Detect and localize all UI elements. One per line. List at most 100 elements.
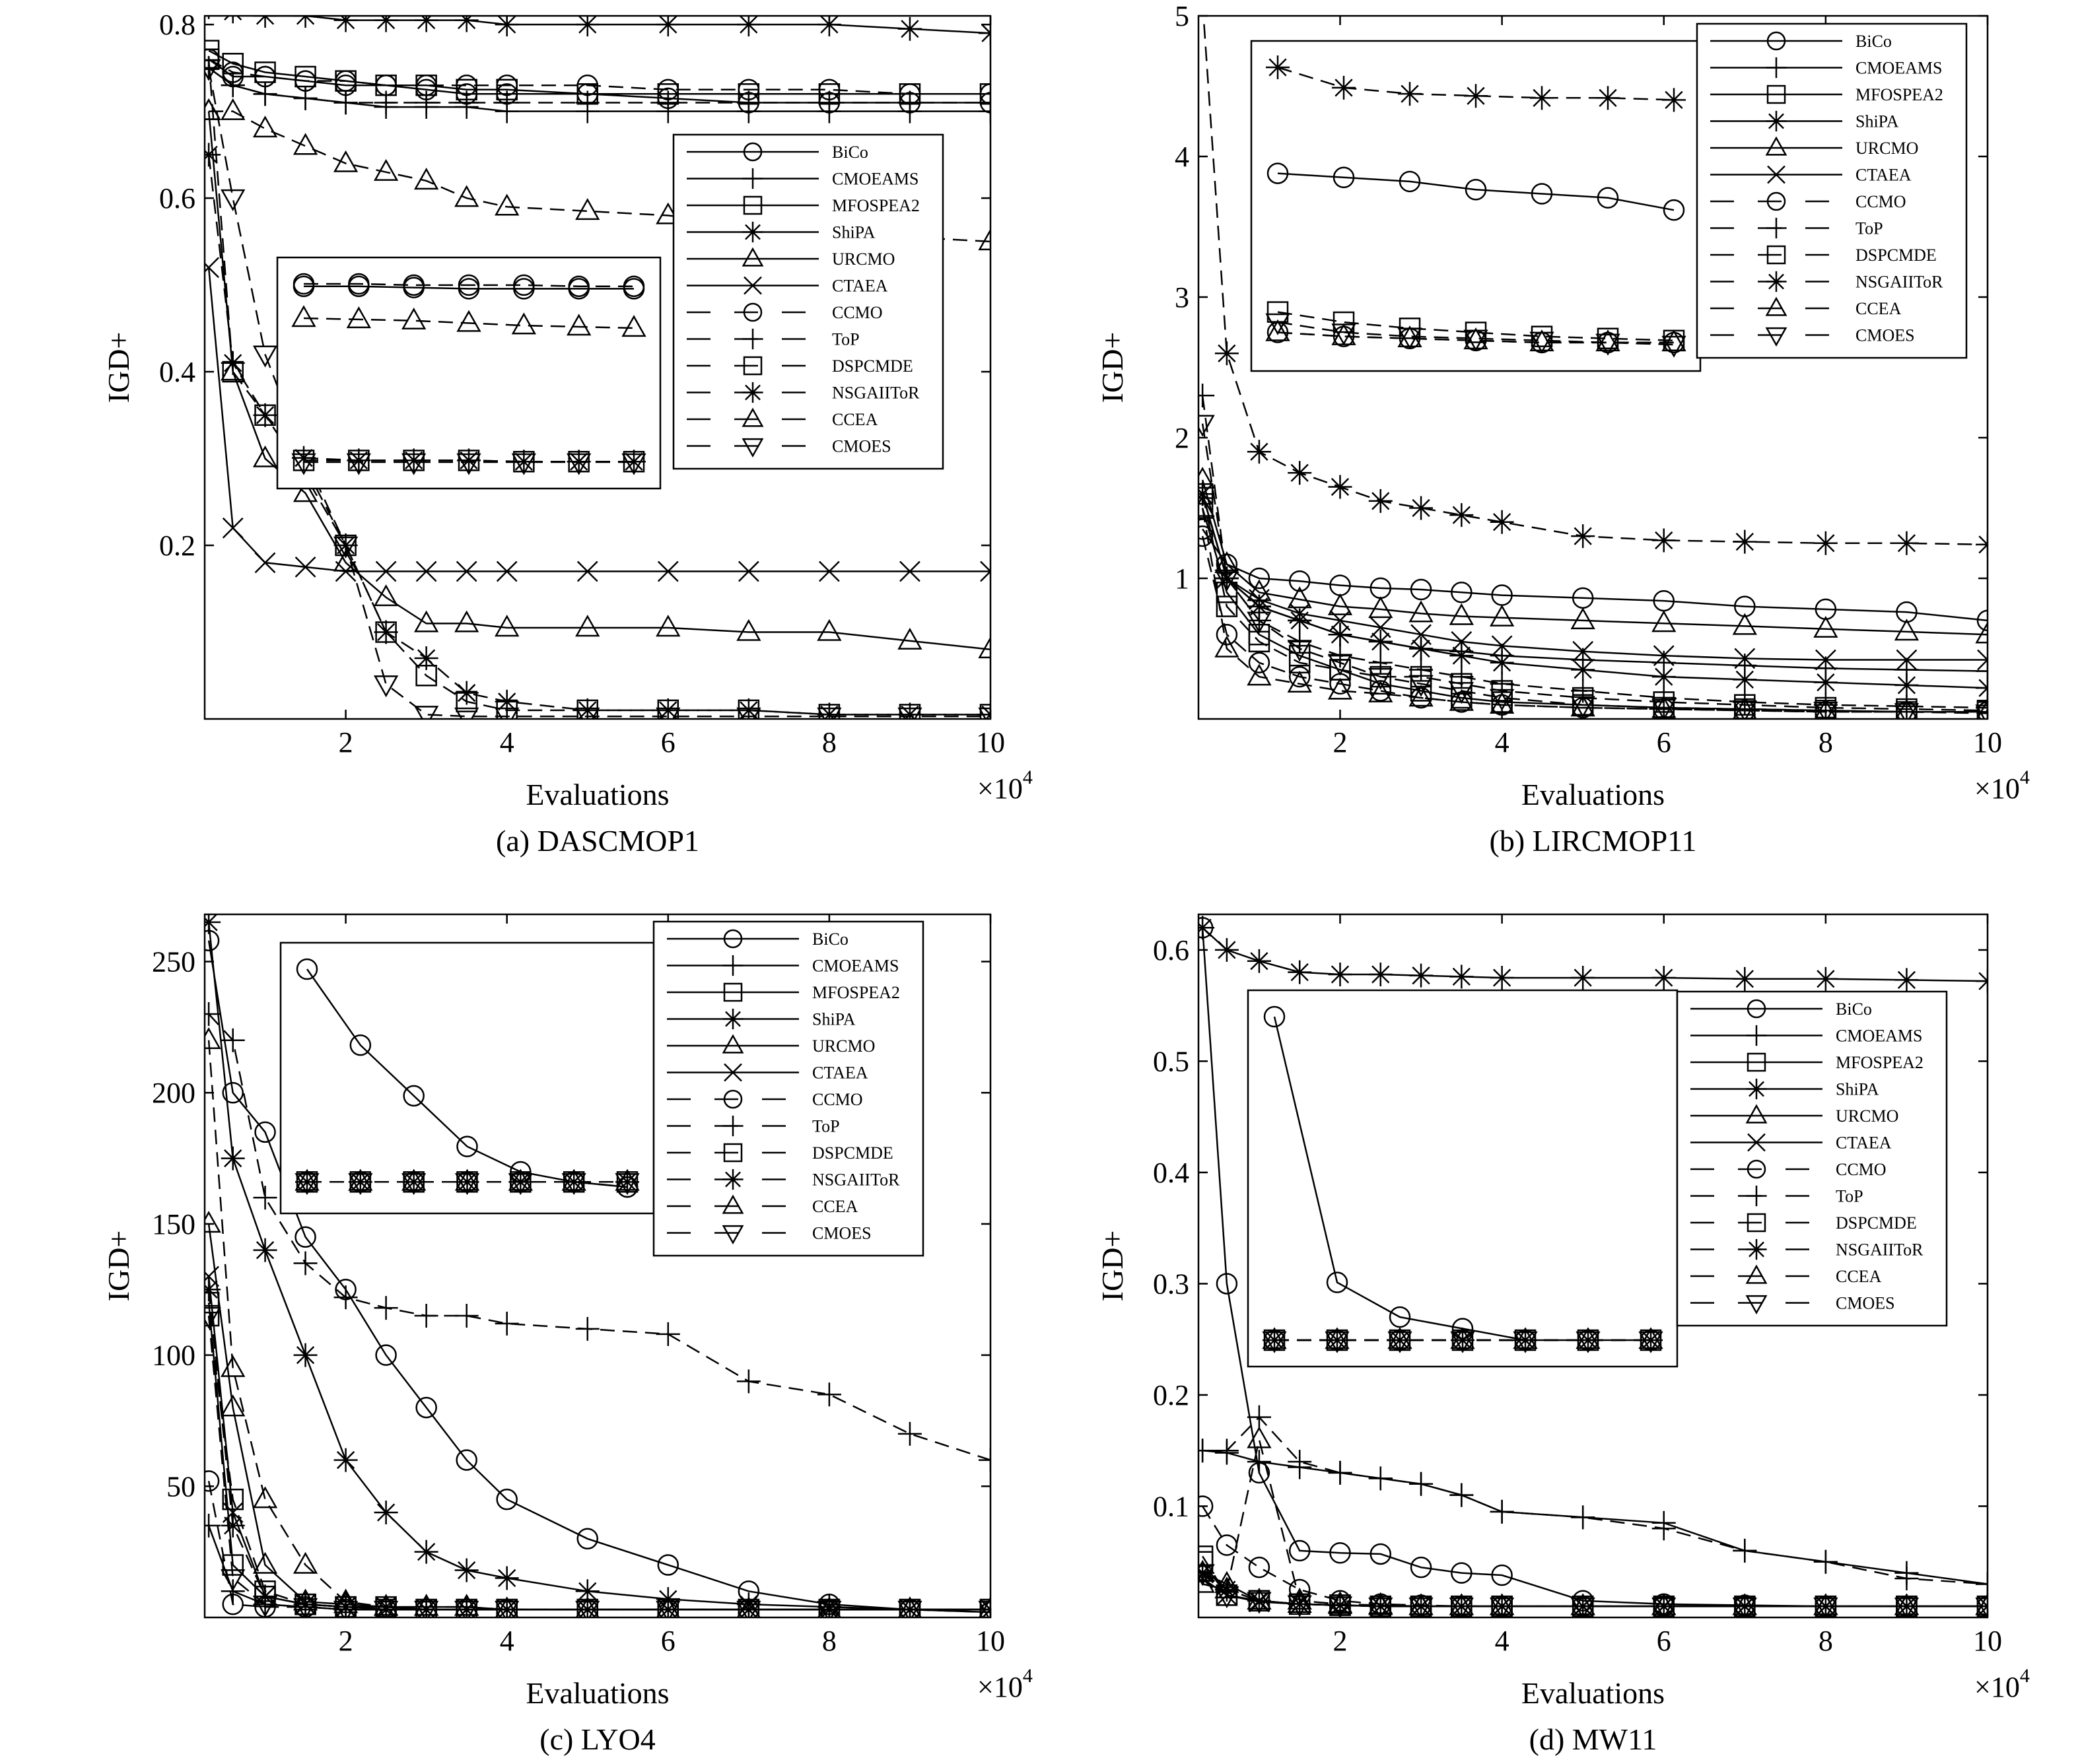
data-point bbox=[454, 90, 479, 115]
data-point bbox=[1408, 1593, 1434, 1615]
legend-label: NSGAIIToR bbox=[1836, 1240, 1924, 1260]
data-point bbox=[1368, 963, 1393, 986]
data-point bbox=[1288, 461, 1312, 485]
legend-marker bbox=[742, 168, 763, 189]
data-point bbox=[1976, 698, 1988, 719]
legend-marker bbox=[723, 1143, 743, 1163]
legend-label: DSPCMDE bbox=[1836, 1213, 1917, 1233]
legend-marker bbox=[723, 929, 743, 949]
data-point bbox=[1733, 690, 1757, 714]
data-point bbox=[1451, 1562, 1473, 1584]
data-point bbox=[205, 257, 219, 279]
legend-label: CCMO bbox=[1836, 1160, 1887, 1179]
data-point bbox=[1449, 1483, 1474, 1507]
data-point bbox=[1198, 415, 1215, 437]
data-point bbox=[1489, 689, 1515, 711]
legend-marker bbox=[1746, 1078, 1767, 1100]
data-point bbox=[1570, 1597, 1595, 1617]
data-point bbox=[375, 560, 397, 582]
data-point bbox=[736, 1600, 761, 1617]
inset-point bbox=[1595, 329, 1620, 352]
data-point bbox=[1813, 701, 1838, 719]
data-point bbox=[374, 1501, 398, 1525]
data-point bbox=[293, 1551, 318, 1574]
legend-marker bbox=[1766, 31, 1786, 51]
inset-point bbox=[1331, 323, 1356, 346]
data-point bbox=[1490, 510, 1514, 534]
panel-d: 2 4 6 8 10 0.1 0.2 0.3 0.4 0.5 0.6 ×104 Evaluations I… bbox=[1095, 913, 2030, 1756]
data-point bbox=[1449, 603, 1474, 625]
data-point bbox=[1328, 475, 1352, 499]
data-point bbox=[1247, 663, 1272, 686]
legend-marker bbox=[1765, 136, 1787, 156]
y-tick-label: 3 bbox=[1175, 281, 1189, 314]
series-line-mfospea2 bbox=[1201, 508, 1988, 713]
data-point bbox=[1733, 1538, 1757, 1563]
legend-label: DSPCMDE bbox=[1855, 246, 1937, 265]
data-point bbox=[1651, 1597, 1677, 1617]
data-point bbox=[1198, 1439, 1215, 1463]
inset-point bbox=[1662, 88, 1686, 112]
data-point bbox=[414, 90, 438, 115]
legend-label: CTAEA bbox=[812, 1064, 868, 1083]
series-group bbox=[1198, 16, 1988, 719]
data-point bbox=[978, 636, 990, 659]
x-exponent: 4 bbox=[2020, 1665, 2030, 1687]
legend-label: CMOEAMS bbox=[1836, 1027, 1922, 1046]
inset-point bbox=[1463, 329, 1488, 352]
data-point bbox=[1368, 1592, 1393, 1614]
data-point bbox=[1409, 658, 1434, 682]
inset-point bbox=[622, 450, 646, 474]
panel-a: 2 4 6 8 10 0.2 0.4 0.6 0.8 ×104 Evaluations IGD+ (a)… bbox=[102, 9, 1033, 858]
data-point bbox=[1975, 1593, 1988, 1615]
data-point bbox=[1732, 1597, 1757, 1617]
inset-point bbox=[348, 273, 370, 295]
inset-line bbox=[304, 283, 634, 287]
data-point bbox=[575, 198, 600, 220]
inset-point bbox=[1465, 179, 1487, 201]
inset-point bbox=[346, 306, 371, 329]
series-line-nsgaiitor bbox=[207, 1289, 990, 1611]
data-point bbox=[897, 702, 922, 719]
legend-marker bbox=[1766, 271, 1787, 292]
data-point bbox=[1198, 1495, 1214, 1517]
data-point bbox=[1214, 569, 1239, 592]
inset-point bbox=[1531, 183, 1553, 205]
data-point bbox=[1813, 1597, 1838, 1617]
data-point bbox=[253, 403, 277, 427]
legend-label: CCEA bbox=[812, 1197, 858, 1216]
data-point bbox=[1289, 603, 1311, 625]
data-point bbox=[373, 1600, 399, 1617]
axes-box bbox=[203, 913, 992, 1619]
data-point bbox=[1327, 677, 1353, 700]
data-point bbox=[897, 627, 922, 650]
y-tick-label: 0.4 bbox=[159, 356, 195, 388]
data-point bbox=[1288, 665, 1311, 688]
data-point bbox=[373, 584, 399, 607]
legend-label: BiCo bbox=[1836, 1000, 1872, 1019]
data-point bbox=[374, 90, 398, 115]
data-point bbox=[817, 1596, 841, 1617]
data-point bbox=[221, 1355, 246, 1377]
data-point bbox=[222, 1081, 244, 1104]
inset-point bbox=[1389, 1306, 1411, 1328]
x-exponent: 4 bbox=[1023, 1665, 1033, 1687]
inset-point bbox=[1464, 84, 1488, 108]
data-point bbox=[736, 90, 761, 115]
data-point bbox=[1570, 1593, 1595, 1615]
data-point bbox=[1247, 1588, 1271, 1613]
legend-marker bbox=[722, 1115, 744, 1137]
data-point bbox=[898, 1596, 922, 1617]
data-point bbox=[1490, 650, 1514, 675]
inset-point bbox=[567, 450, 591, 474]
data-point bbox=[293, 1343, 318, 1367]
x-axis-label: Evaluations bbox=[1521, 1676, 1665, 1710]
legend-label: MFOSPEA2 bbox=[1855, 85, 1943, 104]
data-point bbox=[817, 90, 841, 115]
axes-box bbox=[203, 15, 992, 720]
data-point bbox=[897, 1421, 922, 1446]
data-point bbox=[414, 168, 439, 190]
legend-label: ShiPA bbox=[1836, 1080, 1879, 1099]
y-tick-label: 0.5 bbox=[1153, 1045, 1189, 1077]
data-point bbox=[456, 560, 477, 582]
